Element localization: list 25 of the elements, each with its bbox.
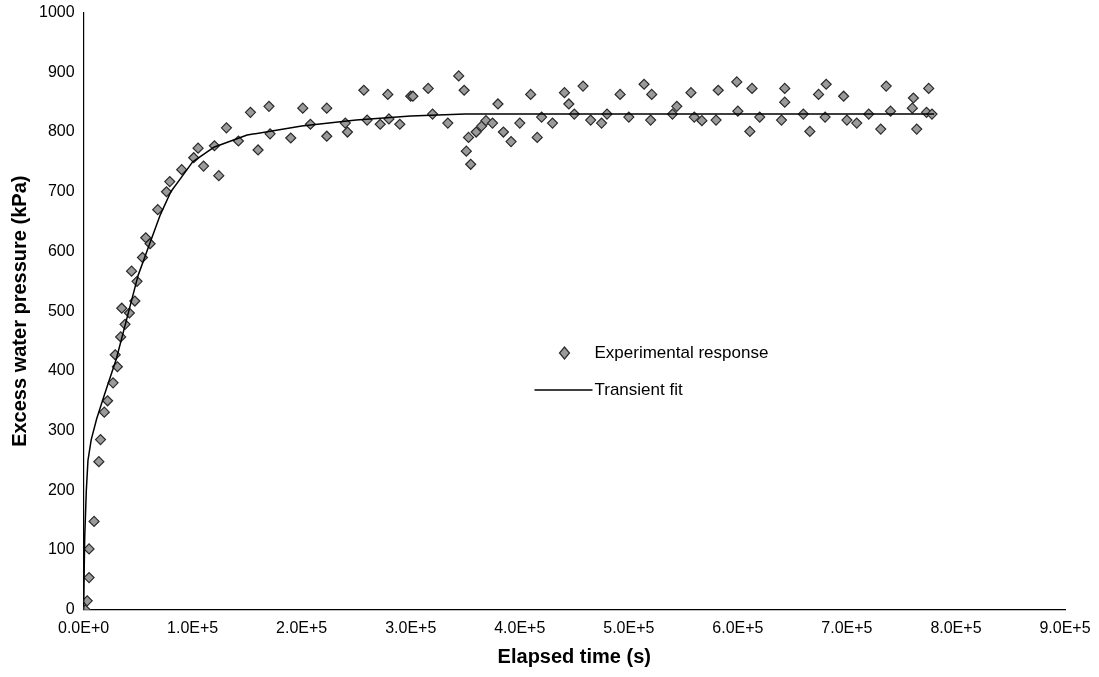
x-axis-title: Elapsed time (s) bbox=[497, 644, 651, 667]
y-tick-label: 400 bbox=[47, 361, 75, 379]
y-tick-label: 1000 bbox=[39, 3, 75, 21]
y-tick-label: 0 bbox=[65, 600, 75, 618]
x-tick-label: 9.0E+5 bbox=[1039, 618, 1091, 636]
x-tick-label: 7.0E+5 bbox=[821, 618, 873, 636]
x-tick-label: 6.0E+5 bbox=[712, 618, 764, 636]
legend-label: Transient fit bbox=[594, 379, 683, 399]
x-tick-label: 1.0E+5 bbox=[167, 618, 219, 636]
y-axis-title: Excess water pressure (kPa) bbox=[7, 175, 30, 447]
y-tick-label: 500 bbox=[47, 301, 75, 319]
y-tick-label: 800 bbox=[47, 122, 75, 140]
y-tick-label: 700 bbox=[47, 182, 75, 200]
x-tick-label: 0.0E+0 bbox=[58, 618, 110, 636]
y-tick-label: 600 bbox=[47, 241, 75, 259]
x-tick-label: 2.0E+5 bbox=[276, 618, 328, 636]
x-tick-label: 8.0E+5 bbox=[930, 618, 982, 636]
legend-label: Experimental response bbox=[594, 342, 769, 362]
y-tick-label: 300 bbox=[47, 421, 75, 439]
x-tick-label: 4.0E+5 bbox=[494, 618, 546, 636]
x-tick-label: 5.0E+5 bbox=[603, 618, 655, 636]
x-tick-label: 3.0E+5 bbox=[385, 618, 437, 636]
y-tick-label: 200 bbox=[47, 480, 75, 498]
y-tick-label: 900 bbox=[47, 62, 75, 80]
y-tick-label: 100 bbox=[47, 540, 75, 558]
